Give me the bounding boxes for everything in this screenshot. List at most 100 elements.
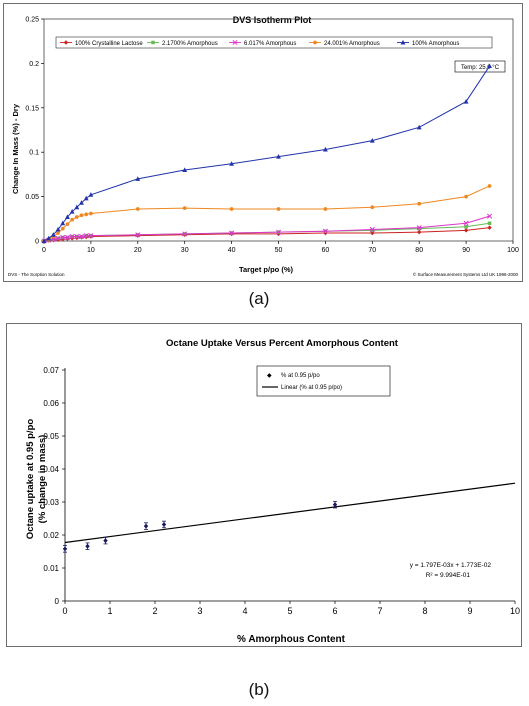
data-point <box>55 226 61 232</box>
data-point <box>276 207 281 211</box>
data-point <box>417 226 421 231</box>
data-point <box>416 124 422 130</box>
data-point <box>74 204 80 210</box>
temperature-annotation: Temp: 25.0 °C <box>454 60 506 73</box>
data-point <box>487 63 492 69</box>
series-circle <box>42 184 492 243</box>
legend-box <box>55 36 493 49</box>
series-line <box>43 65 490 242</box>
data-point <box>50 232 56 237</box>
y-tick-label: 0.06 <box>43 399 59 408</box>
x-tick-label: 2 <box>152 606 157 616</box>
data-point <box>74 234 80 240</box>
data-point <box>83 195 89 201</box>
data-point <box>135 232 141 238</box>
data-point <box>322 228 328 234</box>
x-tick-label: 90 <box>462 247 470 254</box>
y-axis-label-line2: (% change in mass) <box>37 435 48 524</box>
y-tick-label: 0 <box>35 239 39 246</box>
data-point <box>69 236 75 241</box>
data-point <box>69 234 75 240</box>
data-point <box>65 222 70 226</box>
data-point <box>64 234 71 241</box>
data-point <box>70 217 75 222</box>
data-point <box>276 231 281 237</box>
x-axis-label: % Amorphous Content <box>237 634 346 645</box>
legend: ◆ % at 0.95 p/po Linear (% at 0.95 p/po) <box>256 365 391 397</box>
x-tick-label: 10 <box>87 247 95 254</box>
octane-uptake-panel: Octane Uptake Versus Percent Amorphous C… <box>6 323 522 647</box>
x-tick-label: 5 <box>287 606 292 616</box>
point-marker <box>143 523 149 529</box>
data-point <box>229 230 235 236</box>
y-tick-label: 0.1 <box>29 150 39 157</box>
y-tick-label: 0.15 <box>25 105 39 112</box>
data-point <box>332 500 338 509</box>
data-point <box>135 176 141 181</box>
series-triangle <box>41 63 492 243</box>
trend-equation: y = 1.797E-03x + 1.773E-02 <box>410 562 492 569</box>
y-tick-label: 0.07 <box>43 366 59 375</box>
footer-left-text: DVS - The Sorption Solution <box>8 272 65 277</box>
data-point <box>89 211 93 216</box>
y-tick-label: 0.03 <box>43 498 59 507</box>
data-point <box>65 214 70 220</box>
data-point <box>55 235 61 241</box>
x-tick-label: 0 <box>42 247 46 254</box>
data-point <box>417 229 422 235</box>
x-tick-label: 0 <box>62 606 67 616</box>
legend-marker <box>63 40 69 45</box>
data-point <box>135 207 140 211</box>
data-point <box>103 536 108 545</box>
data-point <box>79 200 84 205</box>
x-tick-label: 8 <box>422 606 427 616</box>
legend-marker <box>232 39 238 46</box>
y-tick-label: 0.01 <box>43 564 59 573</box>
x-axis-label: Target p/po (%) <box>239 265 294 274</box>
data-point <box>464 225 468 229</box>
x-tick-label: 10 <box>510 606 520 616</box>
x-tick-label: 9 <box>467 606 472 616</box>
data-point <box>463 98 469 104</box>
x-tick-label: 30 <box>181 247 189 254</box>
data-point <box>322 146 328 152</box>
data-point <box>370 205 375 210</box>
x-tick-label: 1 <box>107 606 112 616</box>
x-tick-label: 20 <box>134 247 142 254</box>
data-point <box>41 238 47 243</box>
x-tick-label: 100 <box>507 247 519 254</box>
x-tick-label: 80 <box>415 247 423 254</box>
point-marker <box>161 521 167 527</box>
data-point <box>229 207 234 211</box>
data-point <box>369 226 375 233</box>
data-point <box>464 194 468 199</box>
y-tick-label: 0.02 <box>43 531 59 540</box>
data-point <box>60 237 65 242</box>
data-point <box>161 520 167 529</box>
x-tick-label: 50 <box>275 247 283 254</box>
r-squared: R² = 9.994E-01 <box>426 572 471 579</box>
data-point <box>83 233 89 239</box>
y-tick-label: 0.04 <box>43 465 59 474</box>
chart-title: DVS Isotherm Plot <box>233 15 312 25</box>
data-point <box>275 229 282 235</box>
x-tick-label: 70 <box>368 247 376 254</box>
data-point <box>88 192 94 197</box>
data-point <box>182 206 187 211</box>
data-point <box>79 213 84 218</box>
legend-marker <box>400 39 406 45</box>
point-marker <box>62 546 68 552</box>
legend-marker <box>151 40 155 45</box>
data-point <box>78 234 85 240</box>
data-point <box>46 235 52 241</box>
data-point <box>276 154 281 159</box>
x-tick-label: 7 <box>377 606 382 616</box>
data-point <box>74 215 79 219</box>
data-point <box>182 167 188 172</box>
data-point <box>463 220 469 226</box>
octane-uptake-chart: Octane Uptake Versus Percent Amorphous C… <box>25 338 520 645</box>
data-point <box>417 201 422 206</box>
caption-a: (a) <box>248 289 270 308</box>
data-point <box>62 545 68 553</box>
legend-marker-icon: ◆ <box>267 373 272 379</box>
